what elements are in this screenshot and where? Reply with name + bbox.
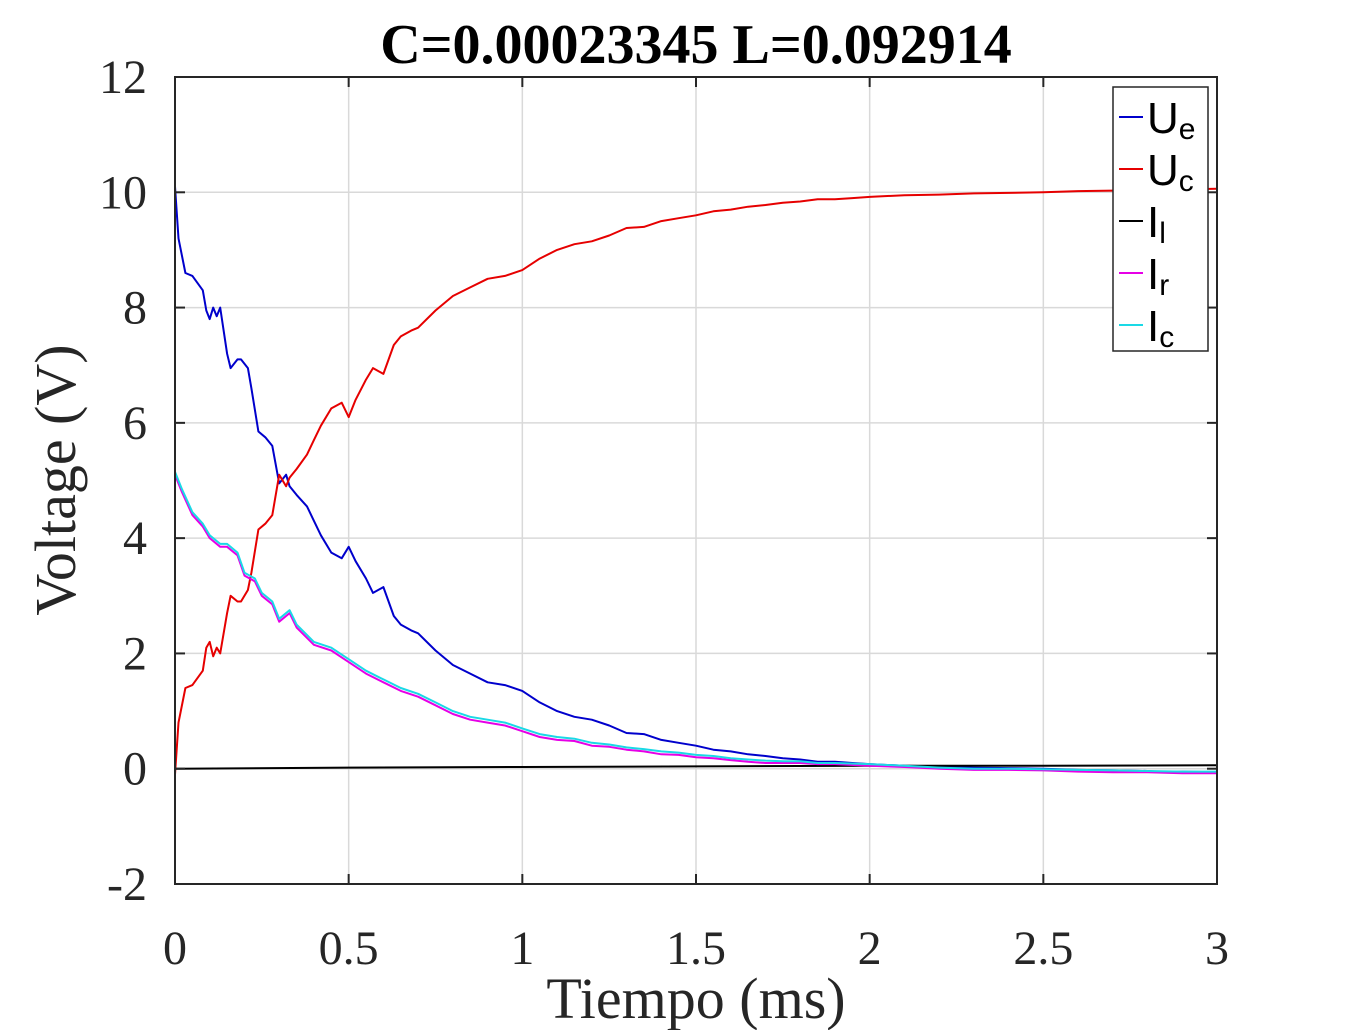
y-tick-label: -2 — [107, 858, 147, 911]
x-tick-label: 0.5 — [319, 922, 379, 975]
y-tick-label: 6 — [123, 397, 147, 450]
legend-box — [1112, 86, 1209, 352]
y-tick-label: 4 — [123, 512, 147, 565]
legend-entry: Ir — [1147, 250, 1169, 302]
x-tick-label: 3 — [1205, 922, 1229, 975]
plot-lines — [174, 186, 1218, 775]
y-tick-label: 2 — [123, 627, 147, 680]
series-line-i-c — [174, 471, 1217, 773]
series-line-i-l — [174, 764, 1218, 770]
chart-title: C=0.00023345 L=0.092914 — [380, 14, 1012, 76]
y-tick-label: 10 — [99, 166, 147, 219]
series-line-u-c — [174, 187, 1218, 775]
x-tick-label: 0 — [163, 922, 187, 975]
x-tick-label: 1 — [510, 922, 534, 975]
grid-lines — [174, 76, 1218, 885]
y-axis-label: Voltage (V) — [23, 344, 88, 615]
x-tick-label: 2 — [858, 922, 882, 975]
tick-labels: 0 0.5 1 1.5 2 2.5 3 -2 0 2 4 6 8 10 12 — [99, 51, 1229, 975]
y-tick-label: 12 — [99, 51, 147, 104]
legend-entry: Uc — [1147, 146, 1194, 198]
y-tick-label: 0 — [123, 743, 147, 796]
tick-marks — [174, 76, 1218, 885]
x-tick-label: 2.5 — [1013, 922, 1073, 975]
y-tick-label: 8 — [123, 282, 147, 335]
x-axis-label: Tiempo (ms) — [546, 966, 845, 1030]
legend-entry: Ue — [1147, 94, 1195, 146]
legend-entry: Ic — [1147, 302, 1174, 354]
legend-entry: Il — [1147, 198, 1166, 250]
x-tick-label: 1.5 — [666, 922, 726, 975]
series-line-i-r — [174, 474, 1217, 775]
